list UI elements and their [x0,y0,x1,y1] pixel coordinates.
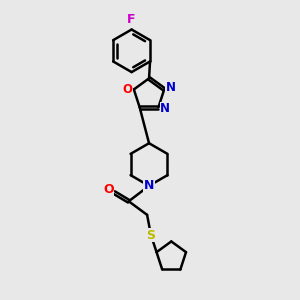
Text: O: O [103,183,114,196]
Text: S: S [146,229,155,242]
Text: N: N [144,179,154,192]
Text: O: O [122,83,132,96]
Text: F: F [128,13,136,26]
Text: N: N [160,102,170,115]
Text: N: N [166,82,176,94]
